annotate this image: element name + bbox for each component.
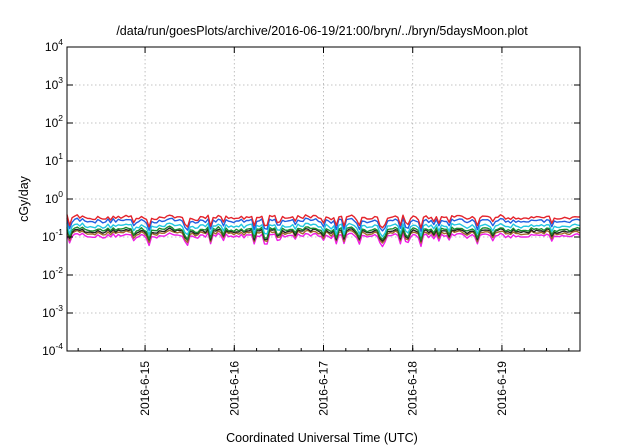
- series-line: [66, 229, 581, 244]
- series-line: [66, 214, 581, 229]
- y-tick-label: 102: [45, 113, 63, 130]
- y-tick-label: 10-3: [42, 303, 63, 320]
- x-tick-label: 2016-6-17: [317, 361, 331, 416]
- tick-layer: 104 103 102 101 100 10-1 10-2 10-3 10-4 2016-6-15…: [42, 37, 580, 416]
- y-axis-label: cGy/day: [17, 175, 31, 222]
- x-tick-label: 2016-6-16: [227, 361, 241, 416]
- y-tick-label: 10-1: [42, 227, 63, 244]
- x-axis-label: Coordinated Universal Time (UTC): [226, 431, 418, 445]
- y-tick-label: 100: [45, 189, 63, 206]
- series-line: [66, 225, 581, 241]
- grid-layer: [67, 47, 580, 351]
- series-line: [66, 232, 581, 248]
- x-tick-label: 2016-6-19: [495, 361, 509, 416]
- y-tick-label: 101: [45, 151, 63, 168]
- series-line: [66, 222, 581, 238]
- x-tick-label: 2016-6-15: [138, 361, 152, 416]
- y-tick-label: 10-4: [42, 341, 63, 358]
- x-tick-label: 2016-6-18: [406, 361, 420, 416]
- y-tick-label: 10-2: [42, 265, 63, 282]
- chart-title: /data/run/goesPlots/archive/2016-06-19/2…: [116, 24, 528, 38]
- y-tick-label: 104: [45, 37, 63, 54]
- series-layer: [66, 214, 581, 248]
- series-line: [66, 217, 581, 232]
- y-tick-label: 103: [45, 75, 63, 92]
